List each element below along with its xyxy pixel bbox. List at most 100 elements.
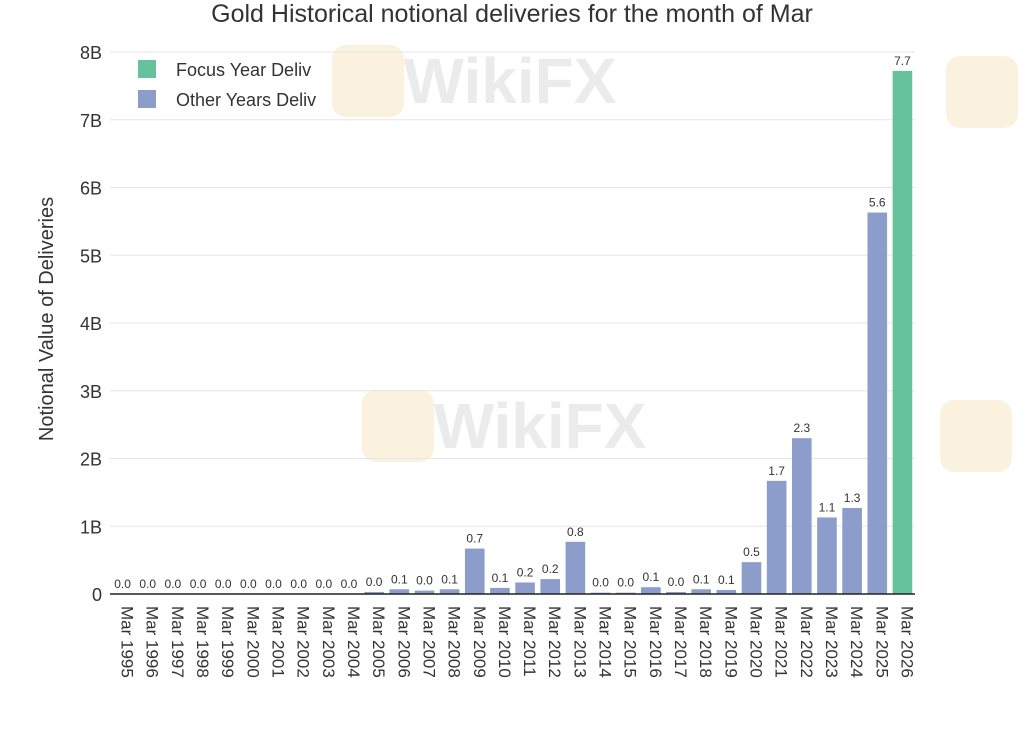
bar-value-label: 0.1 <box>643 570 660 584</box>
bar-value-label: 1.1 <box>819 500 836 514</box>
bar <box>641 587 661 594</box>
y-tick-label: 0 <box>92 585 102 605</box>
bar-value-labels: 0.0 0.0 0.0 0.0 0.0 0.0 0.0 0.0 0.0 0.0 0.0 0.1 0.0 0… <box>114 54 911 591</box>
bar <box>716 589 737 594</box>
y-tick-label: 7B <box>80 111 102 131</box>
bar-value-label: 0.2 <box>542 562 559 576</box>
x-tick-label: Mar 2008 <box>445 606 464 678</box>
bar <box>842 507 862 594</box>
legend-swatch <box>138 90 156 108</box>
x-tick-label: Mar 2014 <box>596 606 615 678</box>
bar <box>364 591 384 594</box>
bar-value-label: 0.0 <box>139 577 156 591</box>
x-tick-label: Mar 1998 <box>193 606 212 678</box>
bar-value-label: 1.3 <box>844 491 861 505</box>
x-tick-label: Mar 2023 <box>822 606 841 678</box>
watermark-badge <box>946 56 1018 128</box>
x-tick-label: Mar 2018 <box>696 606 715 678</box>
legend-swatch <box>138 60 156 78</box>
bar-value-label: 0.0 <box>114 577 131 591</box>
bar-value-label: 0.1 <box>718 573 735 587</box>
bar-value-label: 0.8 <box>567 525 584 539</box>
x-tick-label: Mar 2000 <box>243 606 262 678</box>
bar-value-label: 2.3 <box>793 421 810 435</box>
x-axis: Mar 1995 Mar 1996 Mar 1997 Mar 1998 Mar 1999… <box>110 593 916 678</box>
bar <box>565 541 586 594</box>
bar-value-label: 0.1 <box>492 571 509 585</box>
x-tick-label: Mar 2013 <box>570 606 589 678</box>
x-tick-label: Mar 1995 <box>118 606 137 678</box>
x-tick-label: Mar 1997 <box>168 606 187 678</box>
watermark-badge <box>940 400 1012 472</box>
bar-value-label: 0.0 <box>617 576 634 590</box>
bar <box>515 582 535 594</box>
y-tick-label: 5B <box>80 246 102 266</box>
y-axis-label: Notional Value of Deliveries <box>36 197 58 441</box>
bar-value-label: 0.0 <box>315 577 332 591</box>
x-tick-label: Mar 2010 <box>495 606 514 678</box>
x-tick-label: Mar 2003 <box>319 606 338 678</box>
legend: Focus Year Deliv Other Years Deliv <box>138 60 316 110</box>
bar <box>766 480 787 594</box>
bar <box>741 562 762 594</box>
x-tick-label: Mar 2022 <box>797 606 816 678</box>
bar-value-label: 7.7 <box>894 54 911 68</box>
x-tick-label: Mar 2005 <box>369 606 388 678</box>
watermark-badge <box>332 45 404 117</box>
y-tick-label: 6B <box>80 179 102 199</box>
bar <box>817 517 837 594</box>
x-tick-label: Mar 2017 <box>671 606 690 678</box>
bar <box>691 589 711 594</box>
gridlines <box>110 51 915 527</box>
bar <box>439 589 460 594</box>
x-tick-label: Mar 2001 <box>269 606 288 678</box>
bar <box>666 591 686 594</box>
bar <box>414 590 435 594</box>
x-tick-label: Mar 2024 <box>847 606 866 678</box>
bar-value-label: 0.2 <box>517 565 534 579</box>
bar <box>490 587 510 594</box>
bar-value-label: 0.1 <box>693 572 710 586</box>
x-tick-label: Mar 2019 <box>721 606 740 678</box>
watermark-badge <box>362 390 434 462</box>
watermark-text: WikiFX <box>404 45 617 117</box>
bar-value-label: 0.0 <box>240 577 257 591</box>
watermark-text: WikiFX <box>434 390 647 462</box>
bar-value-label: 0.0 <box>165 577 182 591</box>
x-tick-label: Mar 2016 <box>646 606 665 678</box>
bar-value-label: 0.7 <box>466 532 483 546</box>
bar-value-label: 0.0 <box>290 577 307 591</box>
x-tick-label: Mar 2002 <box>294 606 313 678</box>
x-tick-label: Mar 1996 <box>143 606 162 678</box>
bar <box>791 438 812 594</box>
bar <box>867 212 888 594</box>
y-tick-label: 8B <box>80 43 102 63</box>
x-tick-label: Mar 2012 <box>545 606 564 678</box>
bar-value-label: 0.5 <box>743 545 760 559</box>
bar <box>540 579 561 594</box>
watermark-layer: WikiFX WikiFX <box>332 45 1018 472</box>
y-tick-label: 3B <box>80 382 102 402</box>
bar-value-label: 0.0 <box>190 577 207 591</box>
x-tick-label: Mar 2004 <box>344 606 363 678</box>
legend-label: Other Years Deliv <box>176 90 316 110</box>
bar-value-label: 0.0 <box>265 577 282 591</box>
y-tick-label: 2B <box>80 450 102 470</box>
bar-value-label: 0.1 <box>441 572 458 586</box>
x-tick-label: Mar 2009 <box>470 606 489 678</box>
x-tick-label: Mar 2021 <box>772 606 791 678</box>
x-tick-label: Mar 1999 <box>218 606 237 678</box>
bar <box>892 70 913 595</box>
x-tick-label: Mar 2026 <box>897 606 916 678</box>
bar-value-label: 0.0 <box>215 577 232 591</box>
bar <box>464 548 485 594</box>
bar <box>389 589 410 594</box>
bar-value-label: 0.1 <box>391 572 408 586</box>
x-tick-label: Mar 2020 <box>746 606 765 678</box>
x-tick-label: Mar 2025 <box>872 606 891 678</box>
bar-value-label: 0.0 <box>366 575 383 589</box>
y-axis: 0 1B 2B 3B 4B 5B 6B 7B 8B <box>80 43 102 605</box>
bars <box>364 70 913 595</box>
bar-value-label: 0.0 <box>416 574 433 588</box>
